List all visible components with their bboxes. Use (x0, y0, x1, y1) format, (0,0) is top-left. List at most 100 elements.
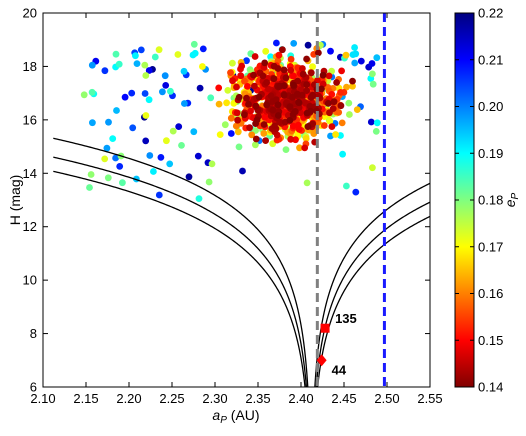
data-point (324, 100, 332, 107)
data-point (295, 125, 303, 133)
asteroid-44-marker (316, 354, 327, 367)
data-point (327, 132, 334, 140)
asteroid-44-label: 44 (332, 362, 347, 377)
vertical-lines (315, 13, 386, 387)
data-point (303, 81, 311, 88)
colorbar-tick-label: 0.18 (478, 193, 503, 208)
data-point (289, 93, 296, 101)
data-point (227, 69, 234, 76)
scatter-points (80, 39, 381, 203)
data-point (234, 128, 242, 136)
data-point (309, 63, 316, 71)
data-point (282, 74, 290, 82)
data-point (261, 113, 269, 121)
data-point (337, 102, 345, 110)
y-tick-label: 14 (23, 166, 37, 181)
data-point (351, 59, 359, 67)
data-point (112, 50, 120, 58)
data-point (248, 131, 256, 139)
y-tick-label: 18 (23, 59, 37, 74)
x-tick-label: 2.50 (374, 391, 399, 406)
colorbar-tick-label: 0.20 (478, 99, 503, 114)
data-point (274, 101, 282, 109)
data-point (215, 100, 223, 108)
data-point (103, 144, 111, 152)
colorbar-label: eP (502, 192, 521, 207)
data-point (287, 66, 295, 74)
data-point (121, 93, 129, 101)
data-point (199, 45, 207, 53)
data-point (252, 127, 259, 134)
x-tick-label: 2.45 (331, 391, 356, 406)
data-point (142, 112, 150, 119)
x-axis-label: aP (AU) (212, 407, 259, 426)
data-point (142, 137, 150, 145)
asteroid-135-marker (320, 323, 330, 333)
data-point (159, 88, 166, 96)
data-point (199, 63, 206, 70)
data-point (142, 72, 150, 79)
data-point (194, 152, 202, 160)
x-tick-label: 2.40 (288, 391, 313, 406)
data-point (274, 112, 282, 119)
data-point (337, 89, 344, 96)
data-point (295, 99, 302, 106)
data-point (161, 72, 169, 80)
data-point (101, 155, 109, 163)
data-point (241, 111, 248, 119)
colorbar-tick-label: 0.22 (478, 6, 503, 21)
v-curve-left (53, 137, 309, 387)
data-point (151, 53, 159, 61)
v-shape-curves (53, 137, 430, 387)
y-tick-label: 16 (23, 112, 37, 127)
v-curve-right (316, 215, 430, 387)
colorbar-tick-label: 0.19 (478, 146, 503, 161)
data-point (105, 118, 112, 126)
data-point (241, 77, 248, 85)
data-point (207, 94, 215, 102)
data-point (229, 77, 236, 85)
data-point (262, 47, 270, 55)
v-curve-left (53, 156, 308, 387)
data-point (234, 116, 242, 124)
data-point (349, 77, 356, 85)
data-point (109, 135, 117, 143)
data-point (273, 39, 280, 47)
data-point (141, 61, 149, 69)
data-point (330, 98, 338, 106)
data-point (338, 67, 345, 75)
data-point (372, 127, 380, 135)
data-point (280, 66, 288, 74)
data-point (113, 107, 120, 114)
data-point (296, 144, 303, 152)
data-point (332, 131, 339, 138)
data-point (287, 55, 295, 63)
data-point (263, 101, 271, 109)
data-point (101, 67, 109, 75)
data-point (345, 99, 353, 107)
data-point (223, 99, 231, 107)
data-point (318, 85, 325, 93)
data-point (280, 91, 288, 99)
data-point (303, 109, 311, 117)
data-point (319, 71, 327, 79)
data-point (368, 60, 376, 67)
data-point (235, 93, 243, 101)
data-point (167, 87, 174, 95)
data-point (251, 53, 259, 60)
x-tick-label: 2.30 (202, 391, 227, 406)
highlight-labels: 135 44 (332, 311, 357, 377)
data-point (286, 117, 294, 124)
data-point (116, 163, 124, 170)
data-point (224, 87, 232, 94)
data-point (80, 91, 88, 99)
data-point (303, 87, 310, 94)
data-point (181, 100, 188, 107)
data-point (141, 90, 149, 97)
axes-frame (42, 12, 431, 388)
data-point (246, 124, 254, 132)
data-point (346, 111, 353, 118)
data-point (112, 154, 119, 162)
data-point (275, 51, 283, 59)
